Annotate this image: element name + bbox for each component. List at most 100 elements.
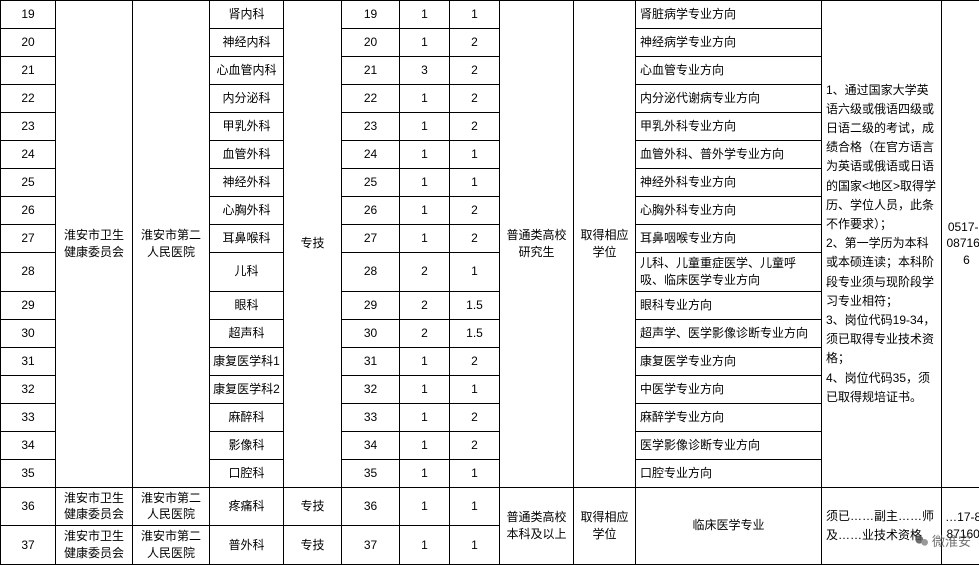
cell-idx: 24 (1, 141, 56, 169)
cell-direction: 肾脏病学专业方向 (636, 1, 822, 29)
cell-direction: 甲乳外科专业方向 (636, 113, 822, 141)
cell-code: 37 (342, 526, 400, 565)
cell-direction: 口腔专业方向 (636, 459, 822, 487)
cell-code: 30 (342, 319, 400, 347)
cell-dept: 肾内科 (210, 1, 284, 29)
cell-tel: …17-80871606 (942, 487, 979, 564)
cell-code: 24 (342, 141, 400, 169)
cell-idx: 31 (1, 347, 56, 375)
cell-ratio: 2 (450, 113, 500, 141)
cell-hospital: 淮安市第二人民医院 (133, 526, 210, 565)
cell-direction: 超声学、医学影像诊断专业方向 (636, 319, 822, 347)
cell-code: 33 (342, 403, 400, 431)
cell-idx: 28 (1, 253, 56, 292)
cell-remark: 1、通过国家大学英语六级或俄语四级或日语二级的考试，成绩合格（在官方语言为英语或… (822, 1, 942, 488)
cell-idx: 35 (1, 459, 56, 487)
cell-direction: 康复医学专业方向 (636, 347, 822, 375)
cell-dept: 超声科 (210, 319, 284, 347)
cell-hospital: 淮安市第二人民医院 (133, 487, 210, 526)
cell-category: 专技 (284, 526, 342, 565)
cell-idx: 25 (1, 169, 56, 197)
cell-num: 1 (400, 403, 450, 431)
cell-code: 19 (342, 1, 400, 29)
cell-ratio: 2 (450, 225, 500, 253)
watermark-text: 微淮安 (932, 531, 971, 550)
cell-idx: 33 (1, 403, 56, 431)
cell-idx: 19 (1, 1, 56, 29)
cell-num: 2 (400, 291, 450, 319)
cell-direction: 眼科专业方向 (636, 291, 822, 319)
table-row: 19淮安市卫生健康委员会淮安市第二人民医院肾内科专技1911普通类高校研究生取得… (1, 1, 979, 29)
cell-direction: 神经病学专业方向 (636, 29, 822, 57)
cell-num: 1 (400, 375, 450, 403)
cell-idx: 30 (1, 319, 56, 347)
cell-direction: 血管外科、普外学专业方向 (636, 141, 822, 169)
cell-num: 1 (400, 1, 450, 29)
cell-idx: 22 (1, 85, 56, 113)
cell-direction: 耳鼻咽喉专业方向 (636, 225, 822, 253)
watermark: 微淮安 (914, 531, 971, 550)
cell-direction: 中医学专业方向 (636, 375, 822, 403)
cell-num: 1 (400, 526, 450, 565)
cell-code: 25 (342, 169, 400, 197)
wechat-icon (914, 533, 930, 549)
cell-dept: 影像科 (210, 431, 284, 459)
cell-num: 1 (400, 169, 450, 197)
cell-committee: 淮安市卫生健康委员会 (56, 1, 133, 488)
cell-num: 1 (400, 459, 450, 487)
cell-category: 专技 (284, 487, 342, 526)
cell-ratio: 1 (450, 1, 500, 29)
cell-code: 28 (342, 253, 400, 292)
cell-idx: 32 (1, 375, 56, 403)
cell-dept: 神经内科 (210, 29, 284, 57)
cell-code: 22 (342, 85, 400, 113)
cell-dept: 普外科 (210, 526, 284, 565)
cell-direction: 心胸外科专业方向 (636, 197, 822, 225)
cell-dept: 儿科 (210, 253, 284, 292)
cell-direction: 心血管专业方向 (636, 57, 822, 85)
cell-category: 专技 (284, 1, 342, 488)
cell-ratio: 2 (450, 57, 500, 85)
cell-ratio: 2 (450, 197, 500, 225)
cell-code: 29 (342, 291, 400, 319)
cell-num: 1 (400, 431, 450, 459)
cell-idx: 21 (1, 57, 56, 85)
cell-idx: 36 (1, 487, 56, 526)
cell-ratio: 1 (450, 487, 500, 526)
cell-dept: 心胸外科 (210, 197, 284, 225)
cell-dept: 康复医学科1 (210, 347, 284, 375)
cell-dept: 甲乳外科 (210, 113, 284, 141)
cell-committee: 淮安市卫生健康委员会 (56, 487, 133, 526)
cell-num: 1 (400, 85, 450, 113)
cell-dept: 麻醉科 (210, 403, 284, 431)
cell-degree: 取得相应学位 (574, 487, 636, 564)
cell-direction: 医学影像诊断专业方向 (636, 431, 822, 459)
cell-num: 1 (400, 197, 450, 225)
cell-dept: 耳鼻喉科 (210, 225, 284, 253)
cell-num: 1 (400, 29, 450, 57)
cell-idx: 29 (1, 291, 56, 319)
cell-committee: 淮安市卫生健康委员会 (56, 526, 133, 565)
cell-edu: 普通类高校本科及以上 (500, 487, 574, 564)
cell-idx: 34 (1, 431, 56, 459)
cell-code: 31 (342, 347, 400, 375)
cell-idx: 26 (1, 197, 56, 225)
cell-ratio: 1 (450, 141, 500, 169)
cell-degree: 取得相应学位 (574, 1, 636, 488)
cell-ratio: 1 (450, 375, 500, 403)
cell-dept: 内分泌科 (210, 85, 284, 113)
cell-dept: 心血管内科 (210, 57, 284, 85)
cell-num: 2 (400, 319, 450, 347)
cell-ratio: 2 (450, 403, 500, 431)
recruit-table: 19淮安市卫生健康委员会淮安市第二人民医院肾内科专技1911普通类高校研究生取得… (0, 0, 979, 565)
cell-code: 34 (342, 431, 400, 459)
cell-edu: 普通类高校研究生 (500, 1, 574, 488)
cell-num: 1 (400, 347, 450, 375)
cell-ratio: 2 (450, 29, 500, 57)
cell-ratio: 1.5 (450, 319, 500, 347)
cell-ratio: 1 (450, 169, 500, 197)
cell-num: 3 (400, 57, 450, 85)
cell-direction: 神经外科专业方向 (636, 169, 822, 197)
cell-code: 36 (342, 487, 400, 526)
cell-num: 1 (400, 113, 450, 141)
